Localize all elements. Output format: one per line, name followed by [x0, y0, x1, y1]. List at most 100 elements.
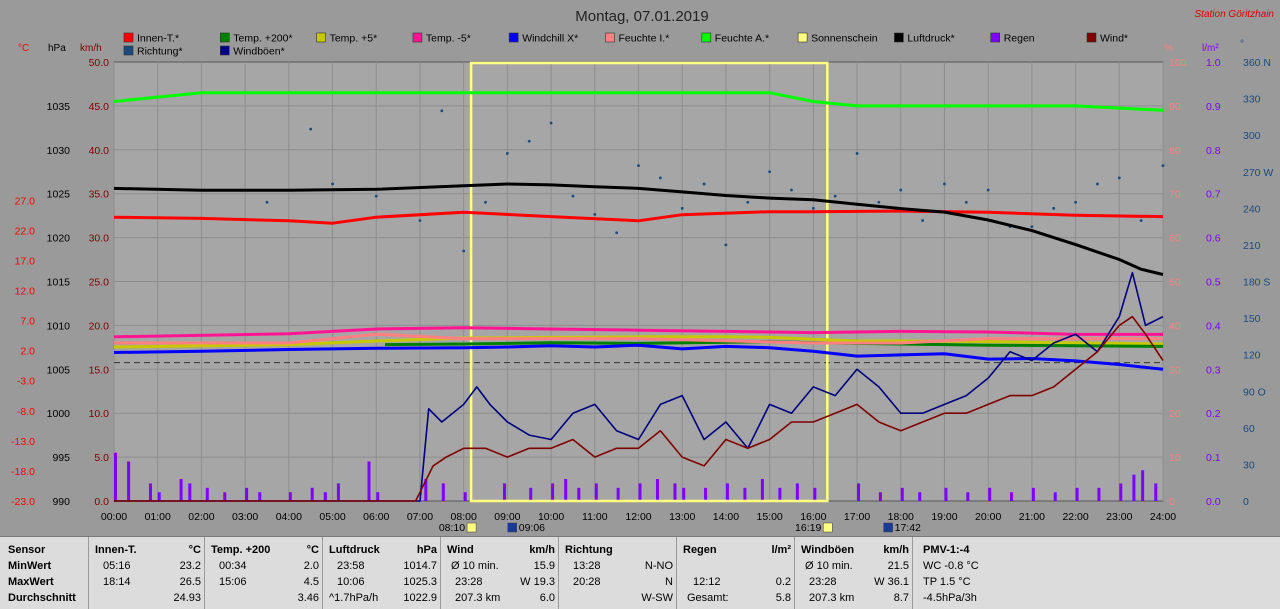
- stat-max-value: 26.5: [179, 576, 201, 588]
- series-line: [113, 209, 1164, 225]
- rain-bar: [813, 487, 817, 501]
- stat-label: Ø 10 min.: [805, 560, 853, 572]
- rain-bar: [1053, 492, 1057, 501]
- rain-bar: [367, 461, 371, 501]
- stats-col-richtung: Richtung 13:28 N-NO 20:28 N W-SW: [558, 537, 677, 609]
- tick-time: 12:00: [625, 511, 651, 523]
- direction-dot: [593, 213, 597, 216]
- stat-unit: °C: [306, 544, 319, 556]
- tick-wind: 20.0: [89, 320, 110, 332]
- rain-bar: [944, 487, 948, 501]
- direction-dot: [855, 152, 859, 155]
- stat-label: 207.3 km: [809, 592, 855, 604]
- tick-pressure: 1025: [47, 189, 71, 201]
- stat-max-value: 1025.3: [403, 576, 437, 588]
- direction-dot: [943, 182, 946, 186]
- stat-title: PMV-1:-4: [923, 544, 970, 556]
- tick-wind: 40.0: [89, 145, 110, 157]
- tick-pressure: 995: [52, 452, 70, 464]
- legend-label: Temp. +200*: [233, 33, 292, 45]
- direction-dot: [811, 206, 815, 210]
- stat-value: 21.5: [887, 560, 909, 572]
- rain-bar: [704, 487, 708, 501]
- legend-label: Feuchte I.*: [619, 33, 670, 45]
- tick-wind: 0.0: [94, 496, 109, 508]
- legend-swatch: [894, 32, 904, 43]
- stats-col-pmv: PMV-1:-4 WC -0.8 °C TP 1.5 °C -4.5hPa/3h: [912, 537, 1033, 609]
- legend-label: Temp. +5*: [330, 33, 378, 45]
- rain-bar: [655, 479, 659, 501]
- tick-direction: 180 S: [1243, 277, 1270, 289]
- rain-bar: [1097, 487, 1101, 501]
- rain-bar: [795, 483, 799, 501]
- unit-kmh: km/h: [80, 43, 102, 54]
- stat-unit: l/m²: [771, 544, 791, 556]
- stat-title: Luftdruck: [329, 544, 380, 556]
- tick-rain: 0.3: [1206, 364, 1221, 376]
- tick-time: 04:00: [276, 511, 302, 523]
- rain-bar: [1132, 474, 1136, 501]
- stat-max-time: 10:06: [337, 576, 365, 588]
- rain-bar: [310, 487, 314, 501]
- sunrise-icon: [466, 522, 477, 533]
- direction-dot: [680, 206, 684, 210]
- tick-temperature: -23.0: [11, 496, 35, 508]
- stat-max-value: 4.5: [303, 576, 319, 588]
- tick-temperature: -13.0: [11, 436, 35, 448]
- rain-bar: [673, 483, 677, 501]
- tick-time: 02:00: [188, 511, 214, 523]
- stat-label: 13:28: [573, 560, 601, 572]
- series-line: [114, 271, 1164, 502]
- stat-title: Wind: [447, 544, 474, 556]
- stat-value: 0.2: [775, 576, 791, 588]
- unit-hpa: hPa: [48, 43, 66, 54]
- rain-bar: [205, 487, 209, 501]
- tick-time: 09:00: [494, 511, 520, 523]
- tick-rain: 0.7: [1206, 189, 1221, 201]
- direction-dot: [899, 188, 903, 192]
- tick-time: 11:00: [582, 511, 608, 523]
- x-axis: 00:00 01:00 02:00 03:00 04:00 05:00 06:00 07:00…: [101, 511, 1176, 523]
- stat-unit: km/h: [529, 544, 555, 556]
- tick-wind: 15.0: [89, 364, 110, 376]
- stat-label: 23:28: [809, 576, 837, 588]
- unit-celsius: °C: [18, 43, 29, 54]
- direction-dot: [724, 243, 728, 247]
- tick-humidity: 70: [1169, 189, 1181, 201]
- rain-bar: [760, 479, 764, 501]
- tick-rain: 0.2: [1206, 408, 1221, 420]
- series-line: [113, 326, 1163, 339]
- stat-value: 5.8: [775, 592, 791, 604]
- stats-header-max: MaxWert: [8, 576, 54, 588]
- rain-bar: [288, 492, 292, 501]
- stat-value: 15.9: [533, 560, 555, 572]
- tick-time: 08:00: [451, 511, 477, 523]
- direction-dot: [484, 200, 487, 204]
- tick-time: 01:00: [145, 511, 171, 523]
- stat-value: W 19.3: [520, 576, 555, 588]
- rain-bar: [503, 483, 507, 501]
- unit-lm2: l/m²: [1202, 43, 1219, 54]
- tick-time: 06:00: [363, 511, 389, 523]
- stats-header-sensor: Sensor: [8, 544, 46, 556]
- stat-value: 8.7: [893, 592, 909, 604]
- direction-dot: [1030, 225, 1034, 229]
- series-line: [113, 182, 1164, 276]
- legend-swatch: [605, 32, 615, 43]
- stats-col-wind: Wind km/h Ø 10 min. 15.9 23:28 W 19.3 207.3…: [440, 537, 559, 609]
- tick-pressure: 1030: [47, 145, 71, 157]
- tick-humidity: 40: [1169, 320, 1181, 332]
- direction-dot: [549, 121, 553, 125]
- direction-dot: [768, 170, 772, 174]
- station-name: Station Göritzhain: [1195, 9, 1275, 20]
- tick-temperature: 12.0: [15, 286, 36, 298]
- tick-pressure: 1035: [47, 101, 71, 113]
- rain-bar: [179, 479, 183, 501]
- tick-direction: 0: [1243, 496, 1249, 508]
- stat-title: Windböen: [801, 544, 855, 556]
- legend-label: Temp. -5*: [426, 33, 471, 45]
- tick-rain: 0.1: [1206, 452, 1221, 464]
- direction-dot: [1074, 200, 1077, 204]
- rain-bar: [1075, 487, 1079, 501]
- direction-dot: [637, 164, 640, 168]
